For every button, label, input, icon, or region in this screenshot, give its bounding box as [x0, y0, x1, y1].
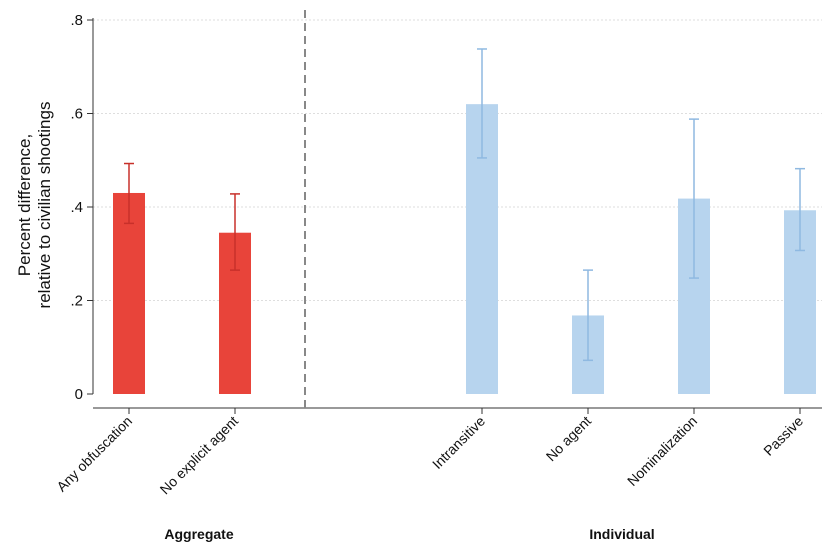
error-bar [124, 162, 134, 225]
category-label: No agent [543, 413, 595, 465]
gridlines [93, 19, 822, 301]
category-label: Passive [760, 413, 806, 459]
y-tick-label: 0 [75, 386, 83, 403]
category-label: Any obfuscation [53, 413, 135, 495]
y-tick-label: .8 [70, 12, 83, 29]
error-bar [689, 118, 699, 279]
error-bar [230, 193, 240, 271]
y-axis-title: Percent difference, relative to civilian… [15, 102, 54, 309]
error-bar [795, 167, 805, 252]
y-tick-label: .4 [70, 199, 83, 216]
error-bar [583, 269, 593, 362]
bar [113, 192, 145, 394]
category-label: No explicit agent [157, 413, 242, 498]
error-bars [124, 48, 805, 362]
y-axis-title-line-1: Percent difference, [15, 134, 34, 276]
y-tick-label: .6 [70, 106, 83, 123]
error-bar [477, 48, 487, 159]
bars [113, 104, 816, 395]
group-label-aggregate: Aggregate [164, 526, 233, 542]
y-tick-label: .2 [70, 293, 83, 310]
group-label-individual: Individual [589, 526, 654, 542]
category-label: Nominalization [624, 413, 700, 489]
y-axis-title-line-2: relative to civilian shootings [35, 102, 54, 309]
category-label: Intransitive [429, 413, 488, 472]
